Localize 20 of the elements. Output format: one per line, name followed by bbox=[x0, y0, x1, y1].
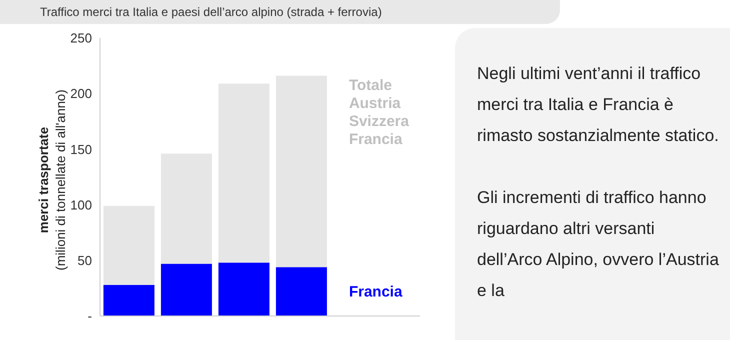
bar bbox=[218, 262, 270, 316]
text: Gli incrementi di traffico hanno riguardano altri versanti dell’Arco Alpino, ovvero l’Austria e la bbox=[477, 187, 720, 302]
y-tick-label: - bbox=[88, 308, 92, 324]
series-label: Totale Austria Svizzera Francia bbox=[348, 76, 410, 148]
bar bbox=[276, 76, 327, 268]
y-tick-label: 250 bbox=[70, 30, 92, 46]
text: Negli ultimi vent’anni il traffico merci tra Italia e Francia è rimasto sostanzialmente statico. bbox=[477, 63, 720, 147]
y-tick-label: 100 bbox=[70, 197, 92, 212]
series-label: Francia bbox=[348, 284, 403, 301]
bar bbox=[103, 284, 154, 316]
bar bbox=[160, 154, 212, 264]
bar bbox=[103, 206, 154, 285]
bar bbox=[160, 264, 212, 316]
y-tick-label: 200 bbox=[70, 86, 92, 102]
y-axis-title: merci trasportate (milioni di tonnellate di all'anno) bbox=[36, 90, 68, 270]
bar bbox=[218, 84, 270, 263]
y-tick-label: 150 bbox=[70, 142, 92, 157]
chart-title: Traffico merci tra Italia e paesi dell’arco alpino (strada + ferrovia) bbox=[0, 0, 560, 24]
y-tick-label: 50 bbox=[78, 253, 92, 268]
bar bbox=[276, 267, 327, 316]
